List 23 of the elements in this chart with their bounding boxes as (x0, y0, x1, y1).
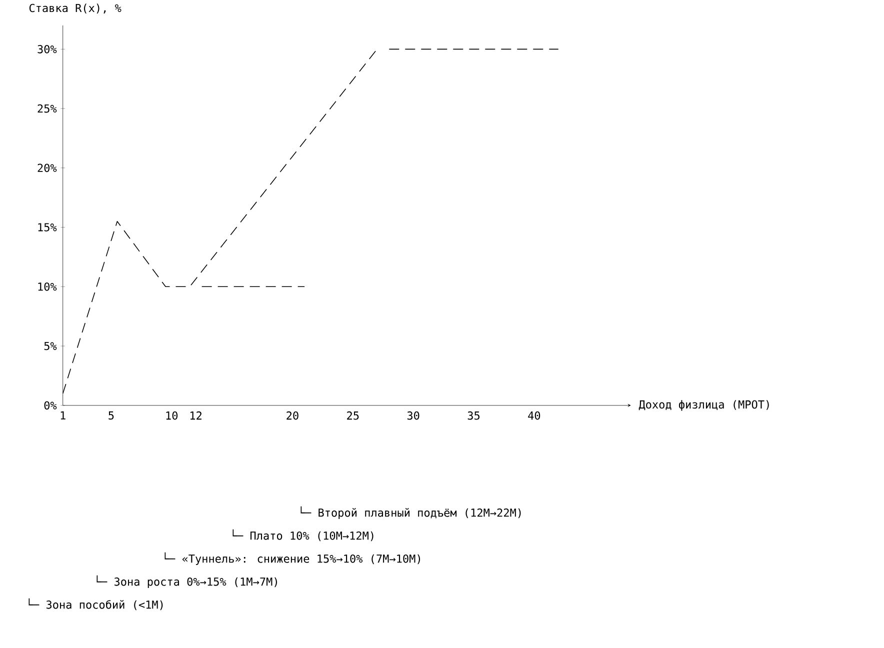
text: └─ Зона пособий (<1М) (28, 598, 163, 610)
text: └─ Второй плавный подъём (12М→22М) (300, 506, 521, 520)
x-tick-label: 20 (286, 412, 298, 420)
y-axis-title: Ставка R(x), % (29, 4, 122, 14)
x-tick-label: 5 (108, 412, 114, 420)
text: └─ «Туннель»: снижение 15%→10% (7М→10М) (164, 552, 420, 566)
y-tick-label: 30% (38, 45, 57, 54)
x-tick-label: 10 (166, 412, 178, 420)
y-tick-label: 25% (38, 104, 57, 113)
x-tick-label: 35 (468, 412, 480, 420)
x-tick-label: 1 (60, 412, 66, 420)
text: └─ Зона роста 0%→15% (1М→7М) (96, 576, 277, 588)
y-tick-label: 20% (38, 164, 57, 172)
y-tick-label: 15% (38, 223, 57, 232)
y-tick-label: 5% (44, 342, 57, 350)
x-axis-title: Доход физлица (МРОТ) (638, 400, 769, 411)
x-tick-label: 12 (190, 412, 202, 420)
text: └─ Плато 10% (10М→12М) (232, 530, 374, 542)
y-tick-label: 10% (38, 282, 57, 291)
x-tick-label: 30 (407, 412, 420, 420)
y-tick-label: 0% (44, 401, 57, 410)
x-tick-label: 40 (528, 412, 540, 420)
x-tick-label: 25 (347, 412, 359, 420)
